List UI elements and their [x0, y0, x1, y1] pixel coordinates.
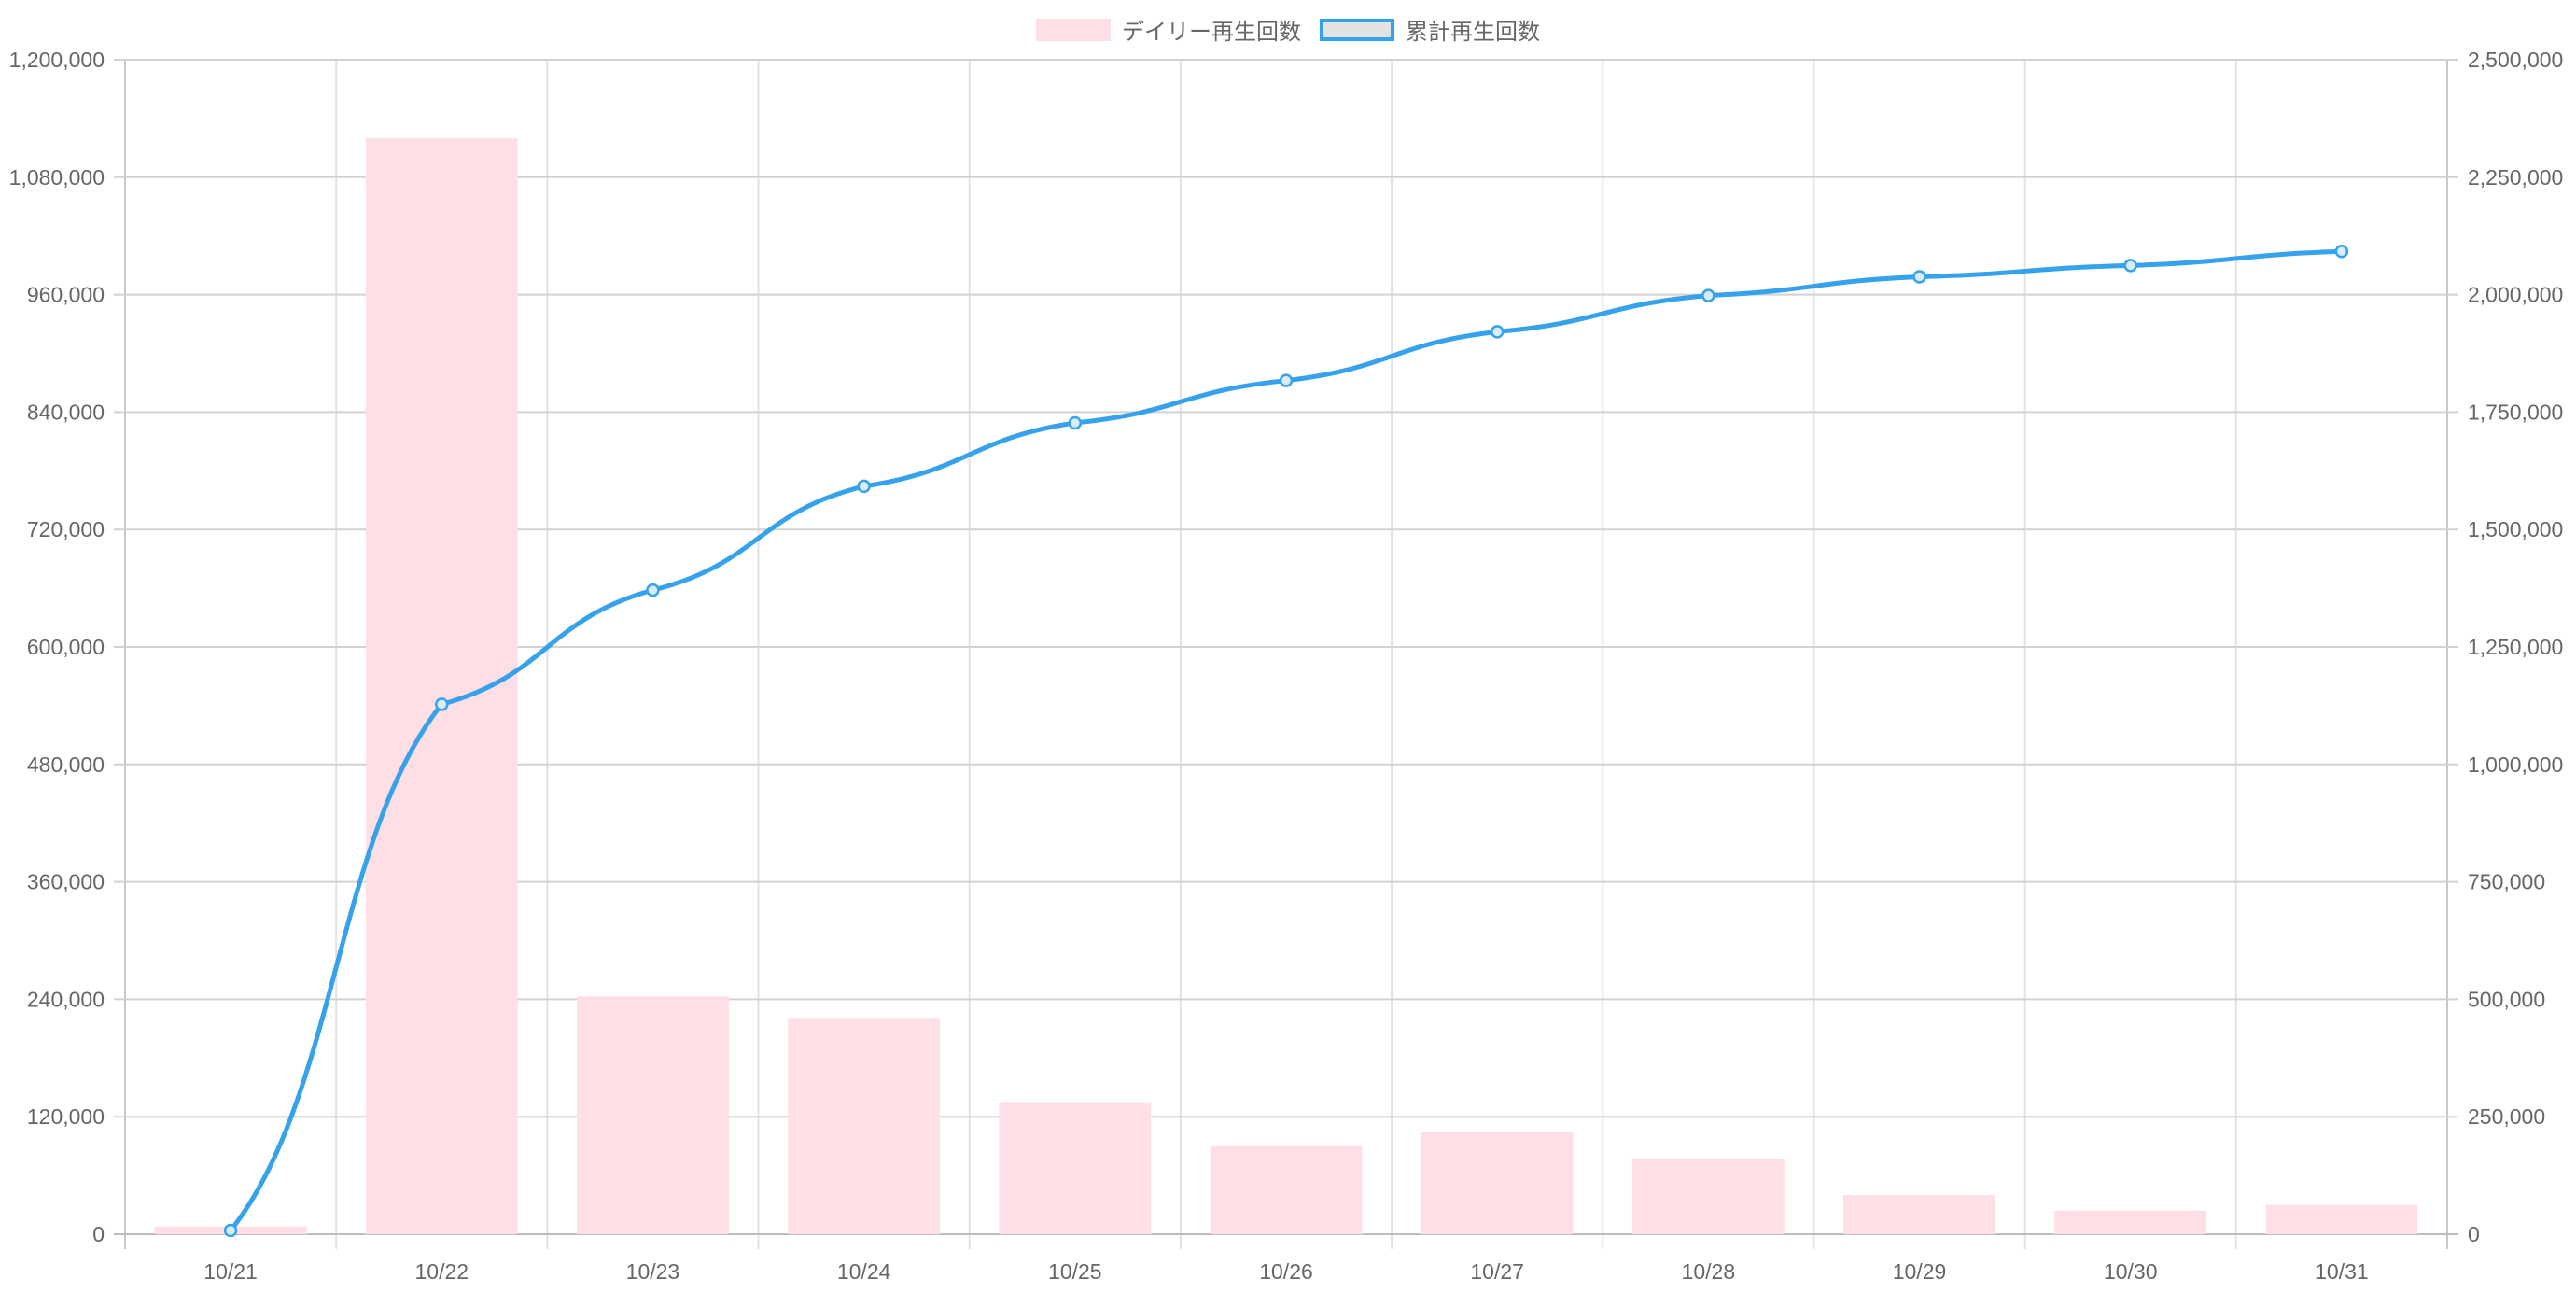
legend-label-cumulative: 累計再生回数	[1406, 19, 1540, 45]
y-left-tick-label: 1,080,000	[9, 165, 105, 190]
bar	[1210, 1145, 1363, 1234]
legend-swatch-cumulative	[1320, 18, 1394, 41]
bar	[2265, 1204, 2418, 1234]
legend-item-daily[interactable]: デイリー再生回数	[1036, 13, 1301, 46]
bar	[1421, 1131, 1574, 1234]
x-tick-label: 10/22	[414, 1259, 469, 1284]
y-left-tick-label: 720,000	[27, 517, 105, 541]
x-tick-label: 10/24	[837, 1259, 891, 1284]
line-point	[857, 479, 871, 494]
bar	[788, 1018, 941, 1234]
y-left-tick-label: 360,000	[27, 870, 105, 894]
x-tick-label: 10/28	[1682, 1259, 1736, 1284]
x-tick-label: 10/23	[626, 1259, 680, 1284]
line-point	[223, 1223, 238, 1238]
y-right-tick-label: 2,500,000	[2468, 48, 2563, 72]
legend: デイリー再生回数 累計再生回数	[0, 13, 2576, 46]
y-left-tick-label: 0	[92, 1222, 105, 1246]
y-right-tick-label: 1,500,000	[2468, 517, 2563, 541]
y-right-tick-label: 0	[2468, 1222, 2480, 1246]
legend-swatch-daily	[1036, 18, 1111, 41]
y-right-tick-label: 750,000	[2468, 870, 2545, 894]
legend-label-daily: デイリー再生回数	[1122, 19, 1301, 45]
line-point	[2123, 259, 2137, 273]
line-point	[1490, 325, 1505, 339]
x-tick-label: 10/25	[1048, 1259, 1102, 1284]
y-right-tick-label: 500,000	[2468, 987, 2545, 1011]
y-left-tick-label: 120,000	[27, 1104, 105, 1129]
x-tick-label: 10/31	[2315, 1259, 2369, 1284]
bar	[1843, 1195, 1995, 1234]
y-left-tick-label: 480,000	[27, 752, 105, 777]
x-tick-label: 10/21	[203, 1259, 258, 1284]
x-tick-label: 10/27	[1470, 1259, 1524, 1284]
legend-item-cumulative[interactable]: 累計再生回数	[1320, 13, 1540, 46]
y-right-tick-label: 2,250,000	[2468, 165, 2563, 190]
x-tick-label: 10/29	[1893, 1259, 1947, 1284]
y-left-tick-label: 240,000	[27, 987, 105, 1011]
y-left-tick-label: 960,000	[27, 283, 105, 307]
line-point	[1912, 270, 1926, 284]
y-right-tick-label: 250,000	[2468, 1104, 2545, 1129]
line-point	[1701, 288, 1715, 302]
y-right-tick-label: 1,250,000	[2468, 635, 2563, 659]
y-right-tick-label: 2,000,000	[2468, 283, 2563, 307]
line-point	[646, 583, 660, 597]
y-left-tick-label: 600,000	[27, 635, 105, 659]
bar	[999, 1102, 1152, 1234]
line-series-cumulative	[228, 248, 2345, 1233]
line-point	[2334, 245, 2349, 259]
bar	[577, 996, 729, 1234]
line-point	[435, 697, 449, 711]
y-left-tick-label: 1,200,000	[9, 48, 105, 72]
y-right-tick-label: 1,000,000	[2468, 752, 2563, 777]
bar	[2054, 1210, 2207, 1234]
x-tick-label: 10/30	[2104, 1259, 2158, 1284]
bar	[1631, 1159, 1785, 1234]
line-point	[1279, 373, 1294, 387]
y-right-tick-label: 1,750,000	[2468, 400, 2563, 424]
x-tick-label: 10/26	[1259, 1259, 1313, 1284]
line-point	[1068, 415, 1083, 430]
y-left-tick-label: 840,000	[27, 400, 105, 424]
